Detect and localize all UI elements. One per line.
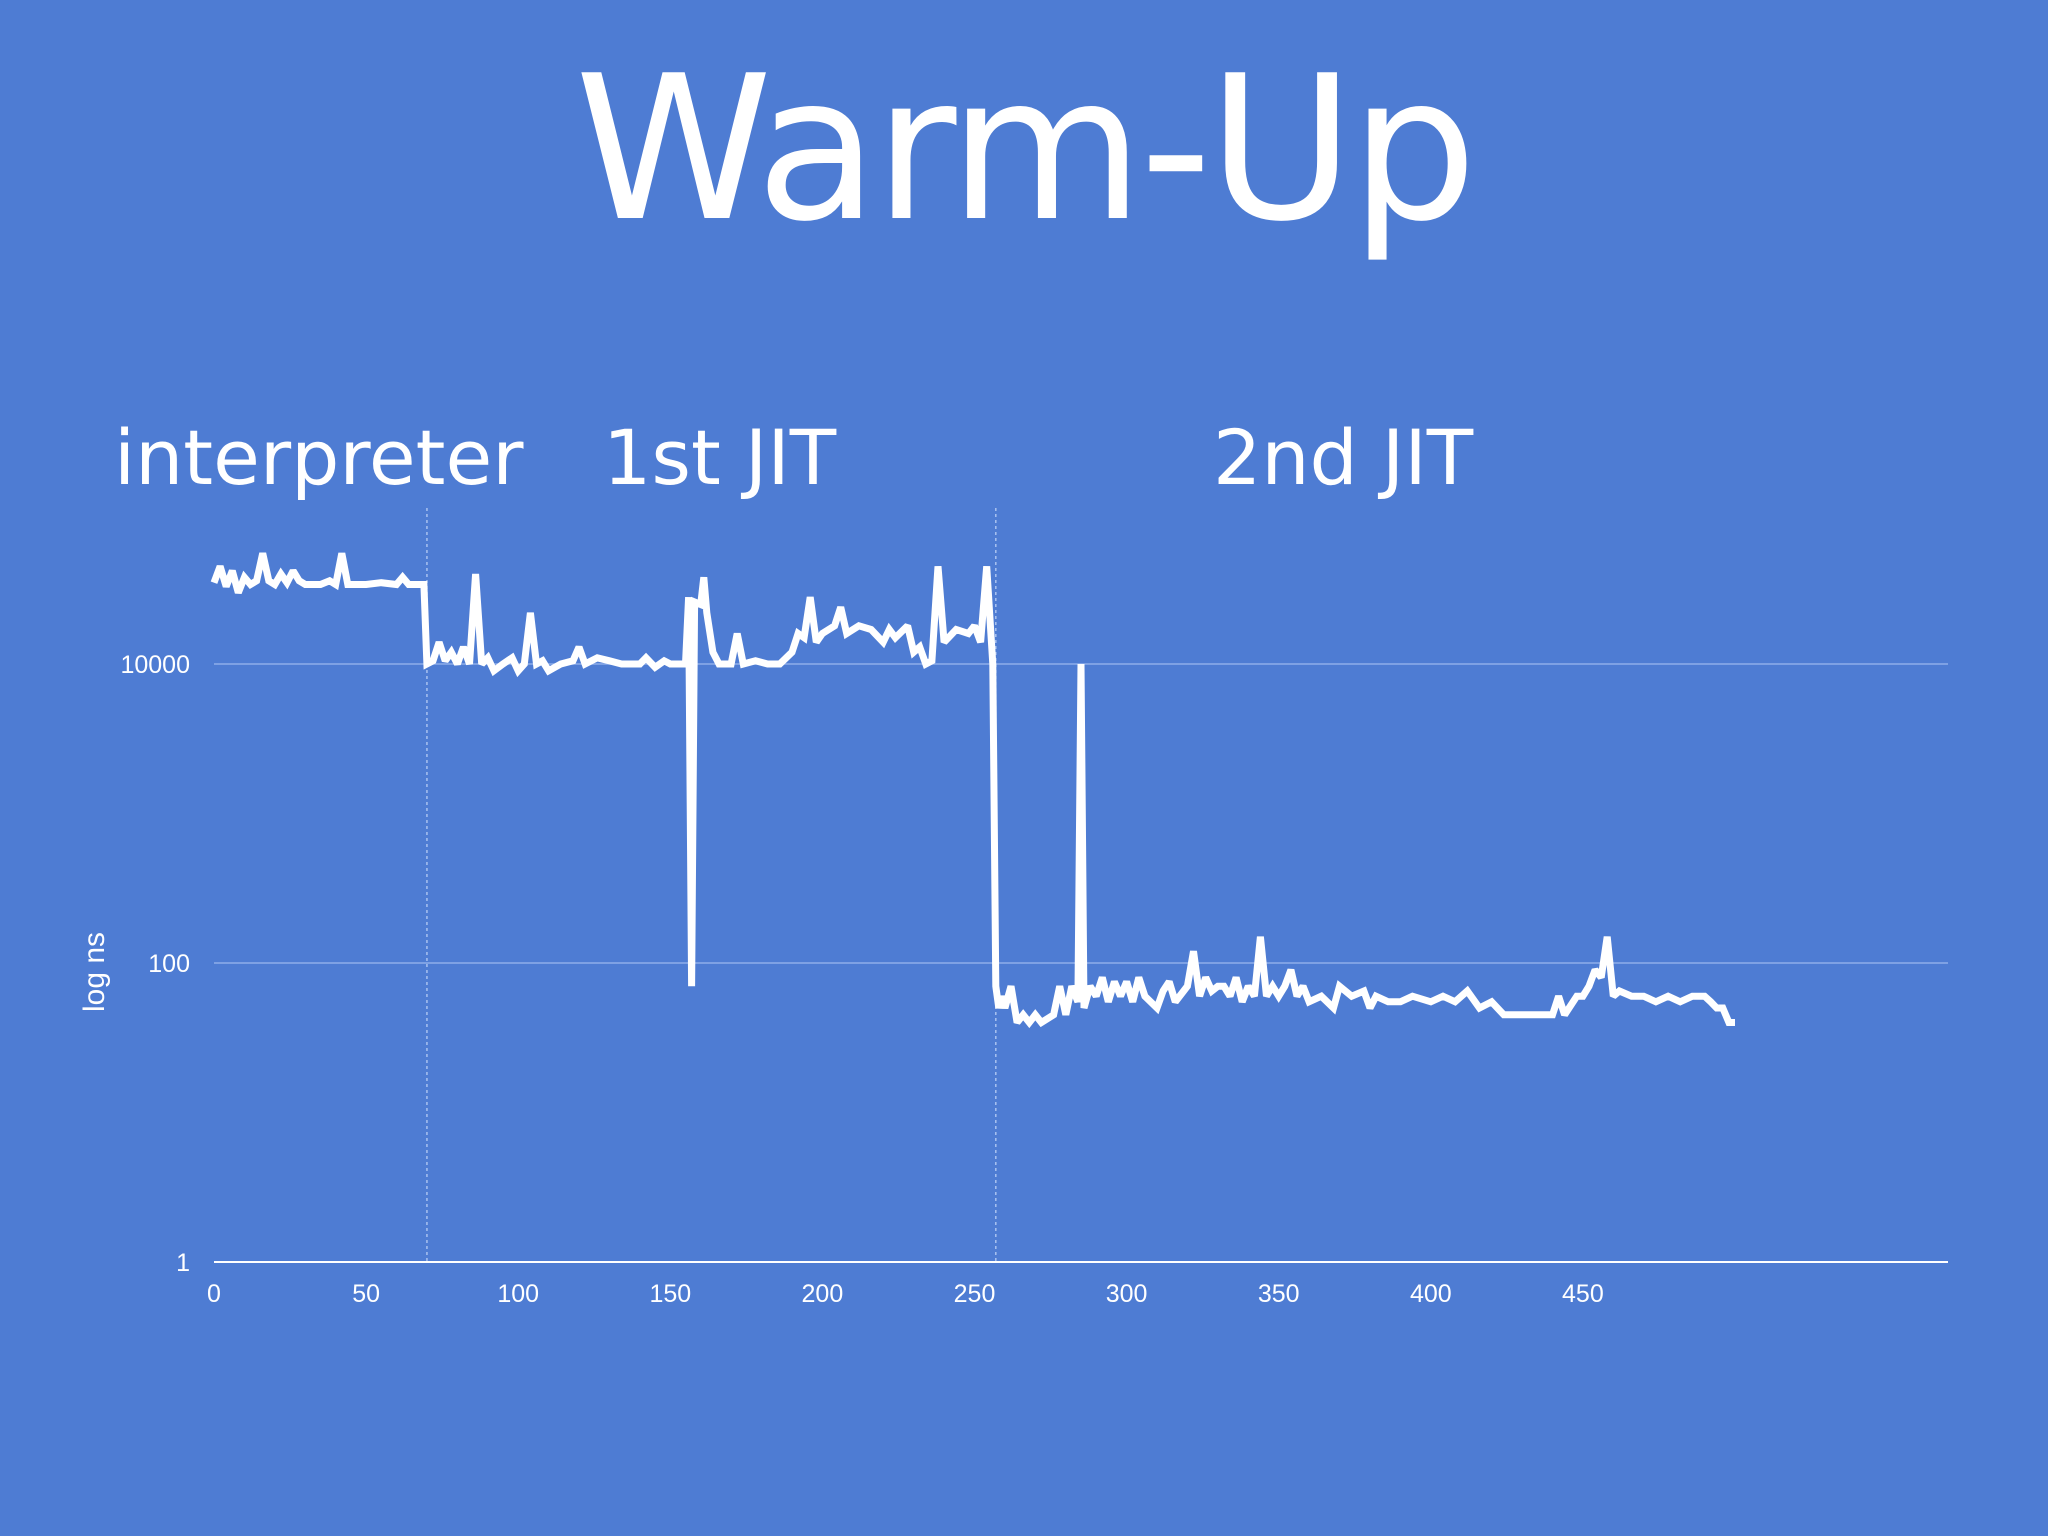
- y-tick-label: 100: [148, 950, 190, 978]
- phase-label-interpreter: interpreter: [114, 413, 524, 502]
- y-tick-label: 10000: [120, 651, 190, 679]
- series-line: [210, 552, 1735, 1029]
- x-tick-label: 0: [207, 1280, 221, 1308]
- phase-label-2nd-jit: 2nd JIT: [1213, 413, 1474, 502]
- x-tick-label: 50: [352, 1280, 380, 1308]
- x-tick-label: 100: [497, 1280, 539, 1308]
- slide-title: Warm-Up: [574, 33, 1478, 266]
- x-tick-label: 300: [1106, 1280, 1148, 1308]
- x-tick-label: 350: [1258, 1280, 1300, 1308]
- x-tick-label: 250: [954, 1280, 996, 1308]
- x-tick-label: 150: [649, 1280, 691, 1308]
- tick-labels: 1 100 10000 0 50 100 150 200 250 300 350 400 450 log …: [78, 651, 1604, 1308]
- y-tick-label: 1: [176, 1249, 190, 1277]
- x-tick-label: 450: [1562, 1280, 1604, 1308]
- series-layer: [210, 552, 1735, 1029]
- x-tick-label: 400: [1410, 1280, 1452, 1308]
- phase-label-1st-jit: 1st JIT: [603, 413, 837, 502]
- x-tick-label: 200: [802, 1280, 844, 1308]
- y-axis-label: log ns: [78, 932, 111, 1012]
